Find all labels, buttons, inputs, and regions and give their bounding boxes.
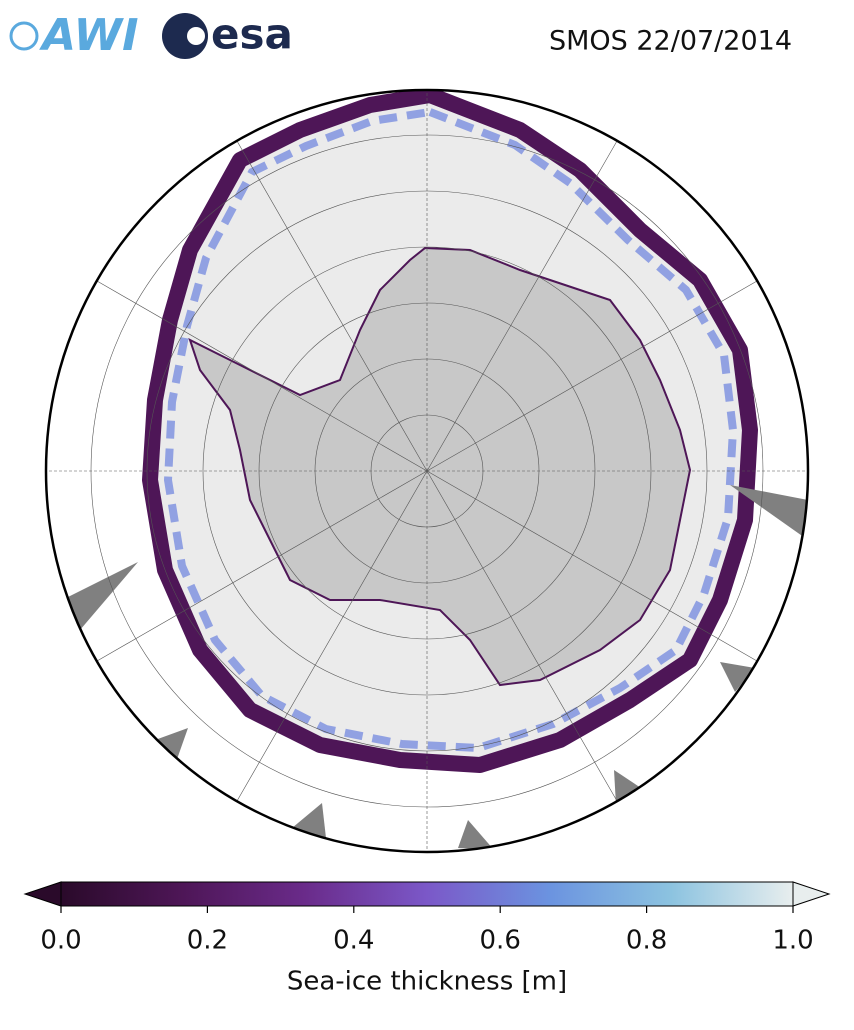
colorbar-tick-label: 1.0 bbox=[772, 926, 813, 956]
colorbar-ramp bbox=[60, 881, 794, 907]
colorbar-tick-label: 0.4 bbox=[333, 926, 374, 956]
colorbar: 0.0 0.2 0.4 0.6 0.8 1.0 bbox=[23, 881, 831, 956]
antarctica bbox=[188, 246, 692, 687]
awi-logo: AWI bbox=[9, 10, 139, 61]
map bbox=[46, 90, 808, 852]
esa-logo-text: esa bbox=[211, 10, 293, 59]
colorbar-extend-high bbox=[792, 881, 831, 907]
esa-logo: esa bbox=[162, 10, 293, 59]
colorbar-extend-low bbox=[23, 881, 62, 907]
awi-logo-text: AWI bbox=[39, 10, 139, 61]
colorbar-label: Sea-ice thickness [m] bbox=[287, 967, 567, 997]
colorbar-tick-label: 0.0 bbox=[40, 926, 81, 956]
colorbar-tick-label: 0.2 bbox=[187, 926, 228, 956]
graticule bbox=[46, 90, 808, 852]
colorbar-tick-label: 0.6 bbox=[480, 926, 521, 956]
map-title: SMOS 22/07/2014 bbox=[549, 26, 792, 57]
colorbar-tick-label: 0.8 bbox=[626, 926, 667, 956]
